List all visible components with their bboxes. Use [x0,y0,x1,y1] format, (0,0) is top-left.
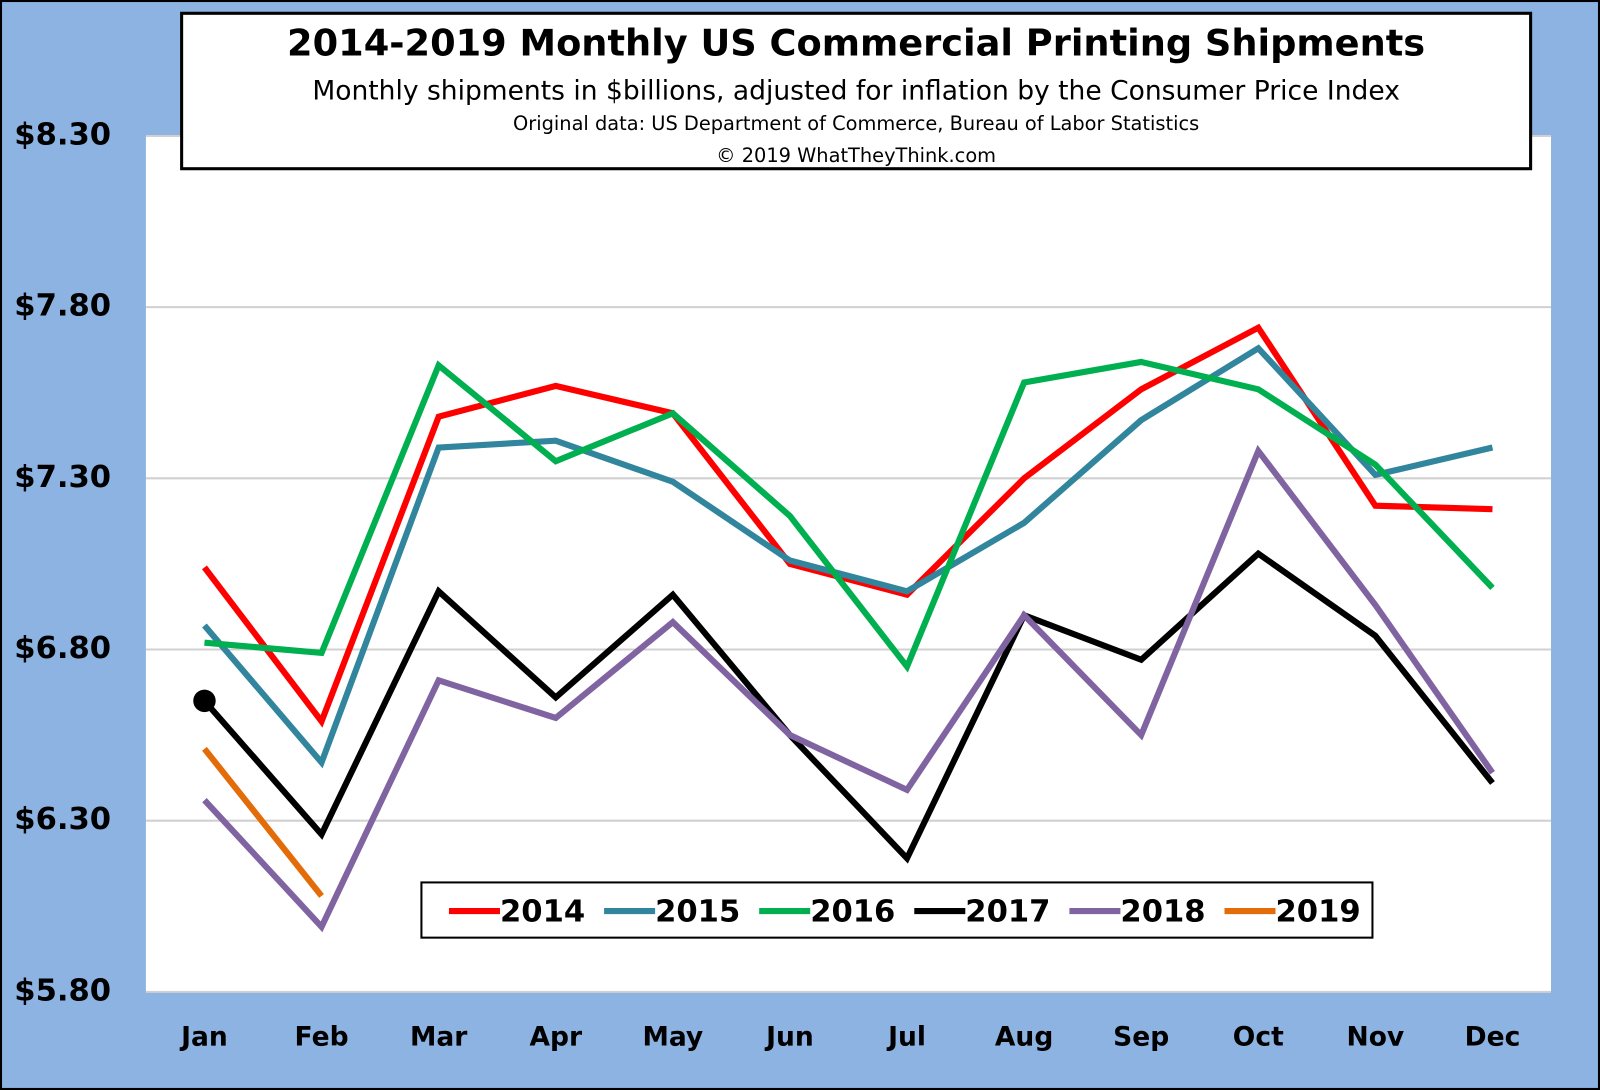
source: Original data: US Department of Commerce… [513,112,1199,135]
data-line [204,358,1495,673]
data-line [202,746,324,898]
x-tick-label: Feb [295,1021,349,1052]
legend-label: 2015 [655,895,740,930]
y-tick-label: $8.30 [14,117,111,152]
x-tick-label: Mar [410,1021,468,1052]
x-tick-label: Sep [1113,1021,1169,1052]
lines [193,323,1495,933]
legend-label: 2017 [965,895,1050,930]
x-tick-label: Apr [529,1021,582,1052]
x-tick-label: Aug [995,1021,1053,1052]
data-line [202,344,1494,769]
y-tick-label: $7.80 [14,289,111,324]
x-tick-label: Jul [886,1021,926,1052]
legend-label: 2016 [810,895,895,930]
data-point [193,689,216,713]
legend-box [420,881,1374,939]
title-box [180,11,1533,171]
chart-title: 2014-2019 Monthly US Commercial Printing… [287,21,1425,64]
y-tick-label: $6.30 [14,802,111,837]
x-tick-label: Dec [1465,1021,1521,1052]
y-tick-label: $5.80 [14,973,111,1008]
data-line [202,549,1495,864]
y-tick-label: $7.30 [14,460,111,495]
legend: 2014 2015 2016 2017 2018 2019 [448,895,1361,930]
data-line [202,323,1493,728]
x-tick-label: Jun [764,1021,814,1052]
copyright: © 2019 WhatTheyThink.com [716,144,996,167]
subtitle: Monthly shipments in $billions, adjusted… [312,76,1400,107]
legend-label: 2019 [1276,895,1361,930]
legend-label: 2014 [500,895,585,930]
data-line [202,444,1495,933]
legend-label: 2018 [1120,895,1205,930]
x-tick-label: Jan [179,1021,228,1052]
y-tick-label: $6.80 [14,631,111,666]
x-tick-label: Nov [1347,1021,1405,1052]
x-tick-label: Oct [1233,1021,1284,1052]
x-tick-label: May [642,1021,703,1052]
